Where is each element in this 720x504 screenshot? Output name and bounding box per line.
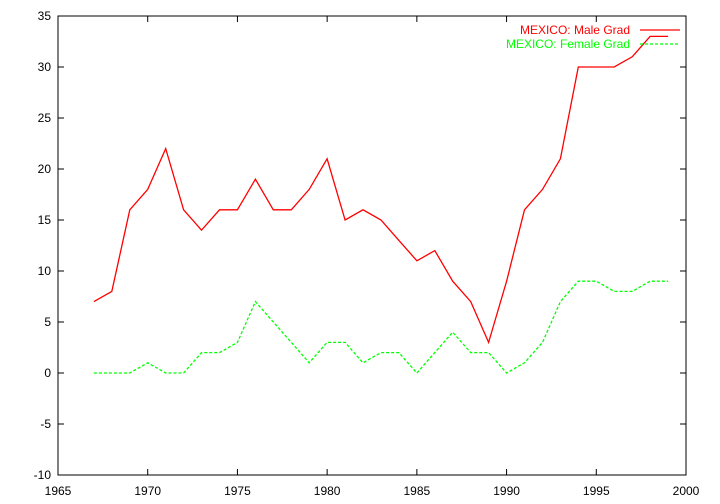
y-tick-label: 25: [38, 111, 52, 125]
y-tick-label: -5: [40, 417, 51, 431]
x-tick-label: 1970: [134, 484, 161, 498]
y-tick-label: 35: [38, 9, 52, 23]
series-lines: [93, 35, 669, 374]
y-tick-label: -10: [34, 468, 52, 482]
x-tick-label: 1975: [224, 484, 251, 498]
axis-ticks: [57, 15, 687, 476]
y-tick-labels: -10 -5 0 5 10 15 20 25 30 35: [34, 9, 52, 482]
series-line-0: [93, 35, 669, 345]
series-line-1: [93, 280, 669, 374]
y-tick-label: 20: [38, 162, 52, 176]
legend-label-0: MEXICO: Male Grad: [520, 23, 630, 37]
y-tick-label: 15: [38, 213, 52, 227]
y-tick-label: 30: [38, 60, 52, 74]
y-tick-label: 0: [44, 366, 51, 380]
plot-frame: [57, 15, 687, 476]
x-tick-labels: 1965 1970 1975 1980 1985 1990 1995 2000: [45, 484, 700, 498]
x-tick-label: 2000: [673, 484, 700, 498]
x-tick-label: 1995: [583, 484, 610, 498]
y-tick-label: 5: [44, 315, 51, 329]
legend-label-1: MEXICO: Female Grad: [506, 37, 630, 51]
x-tick-label: 1965: [45, 484, 72, 498]
y-tick-label: 10: [38, 264, 52, 278]
x-tick-label: 1980: [314, 484, 341, 498]
x-tick-label: 1990: [493, 484, 520, 498]
x-tick-label: 1985: [404, 484, 431, 498]
